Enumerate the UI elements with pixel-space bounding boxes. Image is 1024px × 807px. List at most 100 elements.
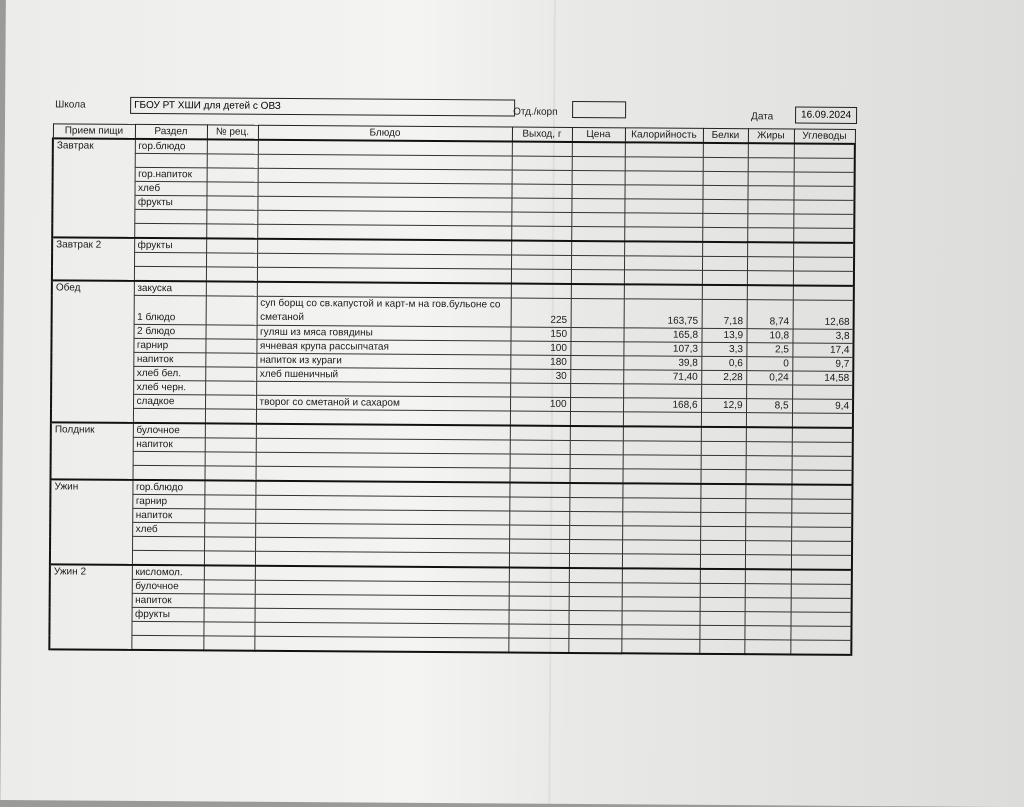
cell-price	[571, 198, 625, 213]
cell-protein	[700, 540, 746, 555]
cell-price	[571, 240, 625, 256]
cell-fat	[747, 227, 794, 243]
cell-recipe-no	[204, 494, 256, 510]
cell-calories: 107,3	[623, 341, 702, 357]
cell-section: гор.блюдо	[134, 138, 207, 154]
cell-calories	[624, 226, 703, 242]
cell-recipe-no	[206, 238, 258, 254]
cell-price	[568, 610, 622, 625]
cell-price	[568, 624, 622, 639]
cell-fat: 2,5	[746, 342, 793, 357]
meal-name: Обед	[50, 280, 134, 423]
cell-calories: 163,75	[623, 298, 702, 329]
cell-section	[134, 252, 207, 267]
cell-calories: 165,8	[623, 327, 702, 343]
cell-price	[570, 397, 624, 412]
cell-price	[568, 553, 623, 569]
cell-yield	[508, 610, 569, 625]
cell-carbs: 17,4	[792, 342, 854, 358]
cell-yield	[511, 226, 572, 241]
cell-dish: суп борщ со св.капустой и карт-м на гов.…	[256, 296, 511, 328]
cell-fat	[745, 412, 792, 428]
column-header-section: Раздел	[134, 124, 207, 140]
cell-yield	[508, 553, 570, 568]
cell-section	[134, 153, 207, 168]
cell-protein	[700, 469, 746, 485]
cell-carbs	[792, 285, 854, 301]
cell-price	[569, 411, 624, 427]
cell-price	[570, 255, 625, 270]
cell-price	[570, 355, 624, 370]
cell-carbs: 14,58	[792, 370, 854, 386]
cell-fat	[745, 484, 792, 499]
cell-section: хлеб	[134, 181, 207, 196]
cell-dish: хлеб пшеничный	[256, 367, 511, 384]
cell-protein	[700, 498, 746, 513]
dept-label: Отд./корп	[513, 106, 558, 118]
cell-calories	[621, 568, 700, 584]
menu-table: Прием пищи Раздел № рец. Блюдо Выход, г Цена К…	[48, 123, 856, 656]
column-header-meal: Прием пищи	[52, 123, 135, 139]
cell-calories	[622, 525, 701, 541]
column-header-fat: Жиры	[747, 128, 794, 144]
cell-section	[132, 451, 205, 466]
cell-price	[569, 425, 623, 441]
cell-price	[570, 298, 624, 328]
cell-fat	[746, 256, 794, 272]
cell-fat	[744, 625, 791, 640]
cell-recipe-no	[203, 550, 256, 566]
cell-section	[132, 408, 206, 424]
cell-yield	[508, 567, 569, 583]
cell-recipe-no	[204, 480, 256, 496]
cell-fat	[745, 455, 792, 470]
cell-price	[569, 468, 623, 484]
cell-fat	[745, 540, 792, 555]
cell-recipe-no	[205, 394, 257, 410]
cell-calories	[624, 170, 703, 186]
cell-carbs	[790, 611, 852, 627]
cell-fat	[744, 611, 791, 626]
cell-fat: 8,5	[745, 398, 793, 413]
cell-fat	[745, 526, 792, 541]
cell-protein: 7,18	[701, 299, 747, 329]
cell-price	[569, 539, 623, 554]
cell-fat	[746, 384, 793, 399]
cell-yield	[509, 468, 570, 483]
cell-protein	[701, 384, 747, 399]
cell-carbs	[791, 455, 853, 471]
column-header-carbs: Углеводы	[793, 129, 855, 144]
cell-carbs: 9,7	[792, 356, 854, 372]
cell-section: фрукты	[134, 195, 207, 210]
cell-price	[569, 525, 623, 540]
cell-price	[570, 369, 624, 384]
cell-recipe-no	[204, 437, 256, 453]
cell-section	[134, 209, 207, 224]
cell-calories	[624, 184, 703, 200]
cell-section	[134, 223, 207, 239]
column-header-price: Цена	[571, 127, 625, 143]
cell-yield	[509, 511, 570, 526]
cell-protein	[699, 639, 745, 655]
cell-carbs	[790, 639, 852, 655]
cell-calories	[621, 624, 700, 640]
cell-calories	[623, 284, 702, 300]
cell-yield: 180	[510, 355, 571, 370]
cell-fat	[747, 143, 794, 159]
cell-carbs	[793, 214, 855, 229]
cell-carbs	[793, 228, 855, 243]
cell-calories	[622, 411, 701, 427]
cell-calories	[622, 468, 701, 484]
cell-fat	[747, 157, 794, 173]
cell-section	[132, 536, 205, 551]
meal-section: Обед закуска 1 блюдо суп борщ со св.капусто…	[50, 280, 854, 428]
cell-carbs	[790, 583, 852, 599]
cell-recipe-no	[204, 508, 256, 524]
cell-calories	[624, 241, 703, 257]
cell-calories	[624, 142, 703, 158]
cell-yield: 30	[510, 369, 571, 384]
meal-section: Ужин 2 кисломол. булочное напиток фрукты	[49, 564, 852, 655]
cell-carbs	[793, 186, 855, 201]
cell-yield	[511, 156, 572, 171]
cell-calories	[624, 156, 703, 172]
cell-price	[568, 567, 622, 583]
